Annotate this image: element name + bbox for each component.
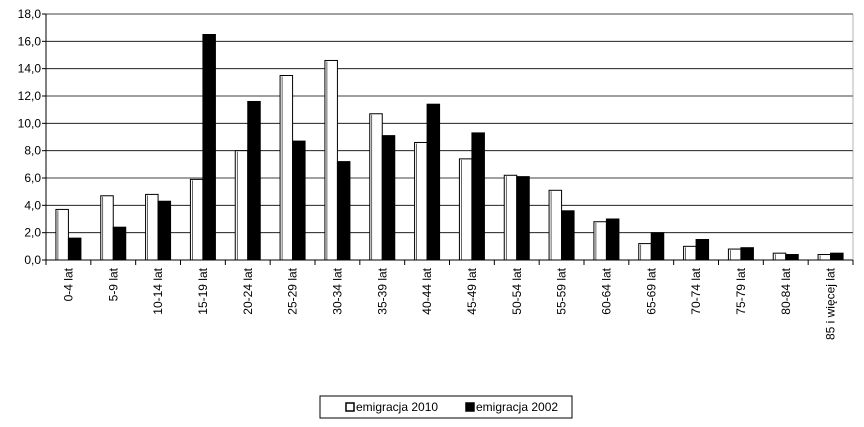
x-tick-label: 20-24 lat (241, 267, 255, 314)
bar-2002-8 (426, 103, 441, 261)
bar-2002-0 (67, 237, 82, 261)
y-tick-label: 6,0 (24, 171, 41, 185)
y-tick-label: 8,0 (24, 144, 41, 158)
bar-2002-14 (695, 239, 710, 261)
x-tick-label: 55-59 lat (555, 267, 569, 314)
legend-box (319, 395, 573, 419)
x-tick-label: 35-39 lat (375, 267, 389, 314)
x-tick-label: 45-49 lat (465, 267, 479, 314)
x-tick-labels: 0-4 lat 5-9 lat 10-14 lat 15-19 lat 20-24 la… (61, 267, 837, 340)
y-tick-label: 12,0 (18, 89, 42, 103)
bar-2002-6 (336, 161, 351, 261)
legend-label-2002: emigracja 2002 (476, 400, 558, 414)
x-tick-label: 10-14 lat (151, 267, 165, 314)
x-tick-label: 70-74 lat (689, 267, 703, 314)
bar-2002-9 (471, 132, 485, 261)
x-tick-label: 65-69 lat (644, 267, 658, 314)
y-tick-label: 0,0 (24, 253, 41, 267)
bar-2002-7 (381, 135, 396, 261)
bar-2002-15 (740, 247, 754, 261)
bar-2002-3 (202, 34, 216, 261)
y-tick-label: 2,0 (24, 226, 41, 240)
bars (55, 34, 844, 261)
y-tick-labels: 0,0 2,0 4,0 6,0 8,0 10,0 12,0 14,0 16,0 18,0 (18, 7, 42, 267)
bar-2002-1 (112, 226, 127, 261)
x-tick-label: 40-44 lat (420, 267, 434, 314)
bar-2002-12 (605, 218, 620, 261)
x-tick-label: 80-84 lat (779, 267, 793, 314)
x-tick-label: 5-9 lat (106, 267, 120, 301)
legend-swatch-2010 (345, 402, 355, 412)
x-tick-label: 75-79 lat (734, 267, 748, 314)
y-tick-label: 14,0 (18, 62, 42, 76)
y-tick-label: 4,0 (24, 198, 41, 212)
bar-2002-16 (785, 254, 799, 261)
axes (42, 13, 854, 265)
gridlines (46, 13, 853, 234)
legend-label-2010: emigracja 2010 (356, 400, 438, 414)
bar-2002-5 (292, 140, 306, 261)
x-tick-label: 50-54 lat (510, 267, 524, 314)
x-tick-label: 25-29 lat (286, 267, 300, 314)
x-tick-label: 30-34 lat (330, 267, 344, 314)
legend: emigracja 2010 emigracja 2002 (319, 395, 573, 419)
bar-2002-4 (247, 100, 261, 261)
legend-swatch-2002 (465, 402, 475, 412)
x-tick-label: 60-64 lat (599, 267, 613, 314)
y-tick-label: 16,0 (18, 34, 42, 48)
bar-2002-10 (516, 176, 530, 261)
y-tick-label: 18,0 (18, 7, 42, 21)
bar-2002-2 (157, 200, 172, 261)
bar-2002-13 (650, 232, 665, 261)
bar-2002-11 (561, 210, 575, 261)
x-tick-label: 85 i więcej lat (824, 267, 838, 340)
y-tick-label: 10,0 (18, 116, 42, 130)
bar-2002-17 (830, 252, 844, 261)
x-tick-label: 15-19 lat (196, 267, 210, 314)
x-tick-label: 0-4 lat (61, 267, 75, 301)
